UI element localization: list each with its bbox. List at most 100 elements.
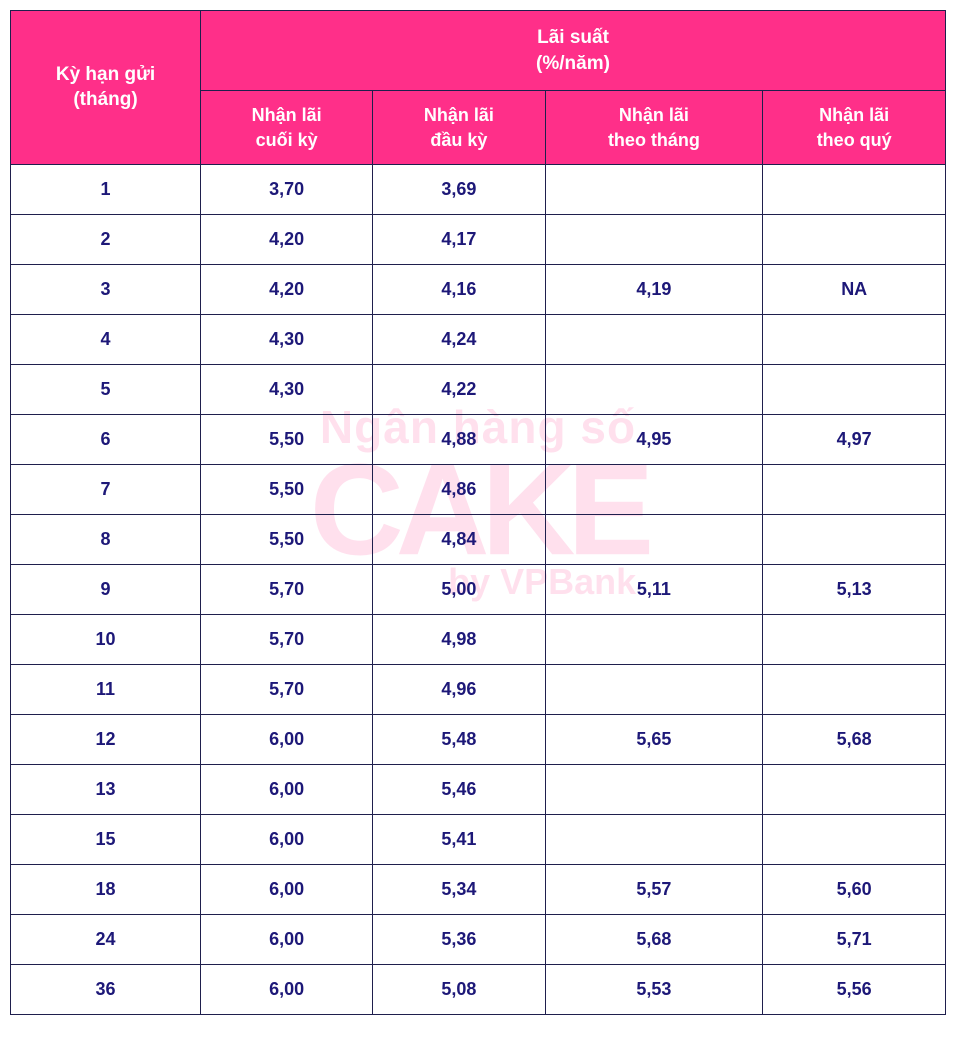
cell-term: 10	[11, 614, 201, 664]
cell-rate: 4,86	[373, 464, 545, 514]
cell-rate: 5,70	[201, 664, 373, 714]
table-row: 24,204,17	[11, 214, 946, 264]
cell-rate: 5,71	[763, 914, 946, 964]
cell-term: 6	[11, 414, 201, 464]
cell-term: 1	[11, 164, 201, 214]
cell-rate: 4,97	[763, 414, 946, 464]
header-col-start: Nhận lãiđầu kỳ	[373, 91, 545, 165]
cell-term: 4	[11, 314, 201, 364]
cell-rate: 5,11	[545, 564, 763, 614]
cell-rate	[545, 614, 763, 664]
cell-rate: 5,53	[545, 964, 763, 1014]
cell-rate: 3,70	[201, 164, 373, 214]
cell-rate: 6,00	[201, 814, 373, 864]
cell-rate: 4,24	[373, 314, 545, 364]
cell-rate: 4,98	[373, 614, 545, 664]
cell-rate: 4,19	[545, 264, 763, 314]
cell-rate: 5,50	[201, 514, 373, 564]
cell-rate: 5,50	[201, 464, 373, 514]
cell-rate	[545, 214, 763, 264]
cell-term: 13	[11, 764, 201, 814]
cell-rate	[763, 514, 946, 564]
cell-rate: 5,57	[545, 864, 763, 914]
cell-term: 12	[11, 714, 201, 764]
table-row: 126,005,485,655,68	[11, 714, 946, 764]
cell-rate: 5,50	[201, 414, 373, 464]
cell-rate: 6,00	[201, 964, 373, 1014]
cell-rate	[763, 164, 946, 214]
cell-rate	[545, 314, 763, 364]
cell-rate: 5,56	[763, 964, 946, 1014]
cell-term: 36	[11, 964, 201, 1014]
cell-term: 7	[11, 464, 201, 514]
cell-rate: 5,48	[373, 714, 545, 764]
cell-rate	[545, 164, 763, 214]
cell-rate	[545, 814, 763, 864]
cell-rate: 5,13	[763, 564, 946, 614]
cell-rate: NA	[763, 264, 946, 314]
cell-rate: 5,70	[201, 614, 373, 664]
table-row: 136,005,46	[11, 764, 946, 814]
rate-table-container: Ngân hàng số CAKE by VPBank Kỳ hạn gửi(t…	[10, 10, 946, 1015]
header-col-month: Nhận lãitheo tháng	[545, 91, 763, 165]
interest-rate-table: Kỳ hạn gửi(tháng) Lãi suất(%/năm) Nhận l…	[10, 10, 946, 1015]
cell-rate	[763, 764, 946, 814]
table-row: 156,005,41	[11, 814, 946, 864]
cell-rate: 4,16	[373, 264, 545, 314]
table-row: 115,704,96	[11, 664, 946, 714]
cell-rate: 4,96	[373, 664, 545, 714]
cell-rate	[545, 664, 763, 714]
cell-term: 3	[11, 264, 201, 314]
cell-rate: 4,88	[373, 414, 545, 464]
header-col-quarter: Nhận lãitheo quý	[763, 91, 946, 165]
cell-rate: 5,00	[373, 564, 545, 614]
table-row: 65,504,884,954,97	[11, 414, 946, 464]
cell-rate: 4,22	[373, 364, 545, 414]
cell-rate: 5,36	[373, 914, 545, 964]
cell-rate: 5,70	[201, 564, 373, 614]
header-term: Kỳ hạn gửi(tháng)	[11, 11, 201, 165]
table-row: 246,005,365,685,71	[11, 914, 946, 964]
cell-rate	[763, 664, 946, 714]
cell-term: 18	[11, 864, 201, 914]
table-row: 34,204,164,19NA	[11, 264, 946, 314]
cell-rate: 4,20	[201, 214, 373, 264]
cell-rate	[763, 614, 946, 664]
cell-rate: 5,68	[545, 914, 763, 964]
cell-rate	[763, 464, 946, 514]
header-rate-group: Lãi suất(%/năm)	[201, 11, 946, 91]
cell-rate: 3,69	[373, 164, 545, 214]
cell-rate: 6,00	[201, 714, 373, 764]
cell-rate	[545, 514, 763, 564]
table-row: 186,005,345,575,60	[11, 864, 946, 914]
cell-rate: 5,34	[373, 864, 545, 914]
table-row: 85,504,84	[11, 514, 946, 564]
cell-term: 15	[11, 814, 201, 864]
cell-term: 11	[11, 664, 201, 714]
cell-rate: 4,17	[373, 214, 545, 264]
cell-rate: 4,84	[373, 514, 545, 564]
cell-rate	[545, 364, 763, 414]
table-body: 13,703,6924,204,1734,204,164,19NA44,304,…	[11, 164, 946, 1014]
cell-rate: 4,30	[201, 364, 373, 414]
cell-rate: 6,00	[201, 864, 373, 914]
cell-rate: 5,65	[545, 714, 763, 764]
cell-rate	[763, 364, 946, 414]
table-row: 105,704,98	[11, 614, 946, 664]
cell-rate: 5,68	[763, 714, 946, 764]
header-col-end: Nhận lãicuối kỳ	[201, 91, 373, 165]
table-row: 75,504,86	[11, 464, 946, 514]
table-row: 366,005,085,535,56	[11, 964, 946, 1014]
cell-rate: 5,60	[763, 864, 946, 914]
table-row: 44,304,24	[11, 314, 946, 364]
cell-rate	[763, 314, 946, 364]
cell-rate: 4,95	[545, 414, 763, 464]
cell-rate: 6,00	[201, 764, 373, 814]
cell-term: 24	[11, 914, 201, 964]
table-row: 95,705,005,115,13	[11, 564, 946, 614]
cell-term: 2	[11, 214, 201, 264]
cell-rate	[545, 764, 763, 814]
cell-rate: 5,46	[373, 764, 545, 814]
cell-term: 9	[11, 564, 201, 614]
cell-term: 5	[11, 364, 201, 414]
